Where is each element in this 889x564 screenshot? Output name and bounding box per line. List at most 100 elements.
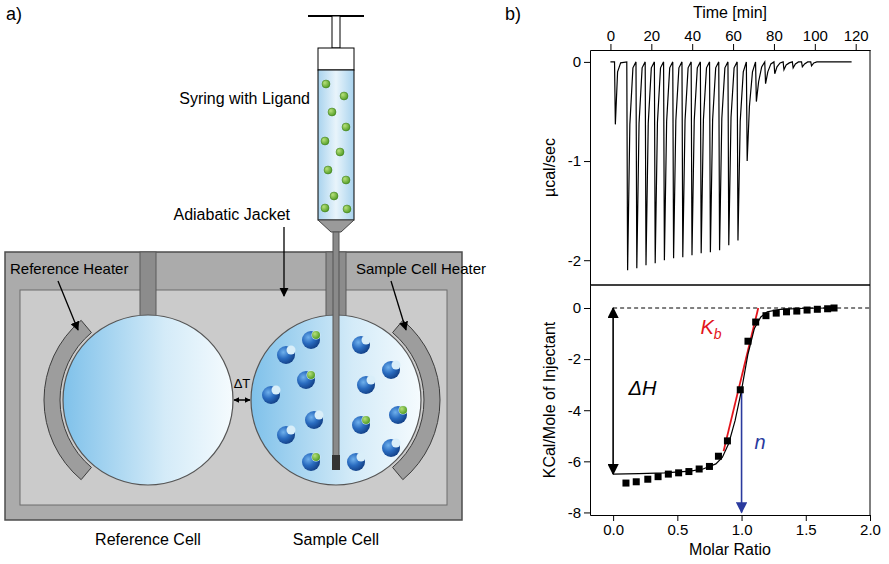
tick-label: -1 xyxy=(568,152,581,169)
tick-mark xyxy=(584,359,590,360)
tick-mark xyxy=(651,44,652,50)
protein xyxy=(347,453,366,472)
jacket-outer xyxy=(5,252,462,520)
tick-label: 80 xyxy=(766,27,783,44)
annotation-text: ΔH xyxy=(628,377,657,399)
x-axis-title: Time [min] xyxy=(693,4,767,21)
axis-line xyxy=(591,50,871,51)
y-axis-title: KCal/Mole of Injectant xyxy=(541,321,558,478)
binding-site xyxy=(392,361,401,370)
panel-a: a)ΔTSyring with LigandAdiabatic JacketRe… xyxy=(5,4,486,548)
panel-label: a) xyxy=(6,4,22,24)
data-point xyxy=(633,478,640,485)
data-point xyxy=(814,306,821,313)
bound-ligand xyxy=(399,406,407,414)
data-point xyxy=(655,473,662,480)
tick-mark xyxy=(584,161,590,162)
tick: -8 xyxy=(568,504,590,521)
binding-site xyxy=(307,371,316,380)
reference-neck xyxy=(140,252,156,322)
frame-bottom xyxy=(590,285,870,286)
jacket-label: Adiabatic Jacket xyxy=(173,206,290,223)
data-point xyxy=(644,476,651,483)
protein xyxy=(305,411,324,430)
data-point xyxy=(622,480,629,487)
tick-label: 100 xyxy=(803,27,828,44)
annotation-label: n xyxy=(754,431,765,453)
ligand-dot xyxy=(321,204,329,212)
tick: 1.5 xyxy=(796,515,817,538)
sample-heater-label: Sample Cell Heater xyxy=(356,260,486,277)
jacket-pointer xyxy=(283,227,284,296)
plot-area xyxy=(613,305,870,513)
protein-body xyxy=(262,386,280,404)
protein xyxy=(382,439,401,458)
binding-site xyxy=(312,331,321,340)
protein-body xyxy=(277,426,295,444)
reference-cell-label: Reference Cell xyxy=(95,531,201,548)
binding-site xyxy=(392,439,401,448)
tick-label: 0 xyxy=(573,299,581,316)
ligand-dot xyxy=(340,92,348,100)
data-point xyxy=(824,305,831,312)
protein xyxy=(352,416,371,435)
binding-site xyxy=(357,453,366,462)
stoichiometry-arrow xyxy=(741,390,743,513)
jacket-inner xyxy=(20,290,447,505)
tick: 0 xyxy=(573,53,590,70)
bound-ligand xyxy=(312,331,320,339)
delta-t-label: ΔT xyxy=(234,376,251,391)
axis-line xyxy=(590,286,591,516)
protein-body xyxy=(277,346,295,364)
tick: 120 xyxy=(844,27,869,50)
ligand-dot xyxy=(328,108,336,116)
tick: 2.0 xyxy=(860,515,881,538)
protein-body xyxy=(352,416,370,434)
protein xyxy=(277,346,296,365)
barrel-tip xyxy=(318,220,354,232)
protein xyxy=(297,371,316,390)
sample-cell-label: Sample Cell xyxy=(293,531,379,548)
protein xyxy=(357,376,376,395)
frame-top xyxy=(590,285,870,286)
x-axis-title: Molar Ratio xyxy=(689,541,771,558)
tick: 1.0 xyxy=(732,515,753,538)
barrel-cap xyxy=(318,48,354,70)
y-axis: 0 -1 -2 xyxy=(568,51,591,286)
binding-site xyxy=(272,386,281,395)
protein-body xyxy=(382,439,400,457)
tick-mark xyxy=(584,260,590,261)
panel-label: b) xyxy=(505,4,521,24)
plunger-rod xyxy=(332,16,340,48)
tick-label: -2 xyxy=(568,252,581,269)
binding-site xyxy=(312,453,321,462)
data-point xyxy=(804,307,811,314)
tick-mark xyxy=(815,44,816,50)
ligand-dot xyxy=(342,123,350,131)
y-axis: 0-2-4-6-8 xyxy=(568,286,591,521)
protein xyxy=(262,386,281,405)
tick-label: 60 xyxy=(725,27,742,44)
bound-ligand xyxy=(312,453,320,461)
protein-body xyxy=(302,331,320,349)
tick: 80 xyxy=(766,27,783,50)
tick: 0 xyxy=(607,27,615,50)
needle xyxy=(333,232,339,460)
tick: 0.0 xyxy=(603,515,624,538)
chart-thermogram: 0204060801001200-1-2Time [min]µcal/sec xyxy=(541,4,871,286)
tick: -2 xyxy=(568,252,590,269)
tick: -2 xyxy=(568,350,590,367)
binding-site xyxy=(315,411,324,420)
data-point xyxy=(665,471,672,478)
tick-mark xyxy=(584,410,590,411)
protein-body xyxy=(347,453,365,471)
tick-label: -8 xyxy=(568,504,581,521)
data-point xyxy=(737,386,744,393)
protein-body xyxy=(302,453,320,471)
annotation-label: ΔH xyxy=(628,377,657,399)
ligand-dot xyxy=(321,137,329,145)
figure: a)ΔTSyring with LigandAdiabatic JacketRe… xyxy=(0,0,889,564)
plot-area xyxy=(610,62,851,270)
binding-site xyxy=(367,376,376,385)
y-axis-title: µcal/sec xyxy=(541,138,558,197)
